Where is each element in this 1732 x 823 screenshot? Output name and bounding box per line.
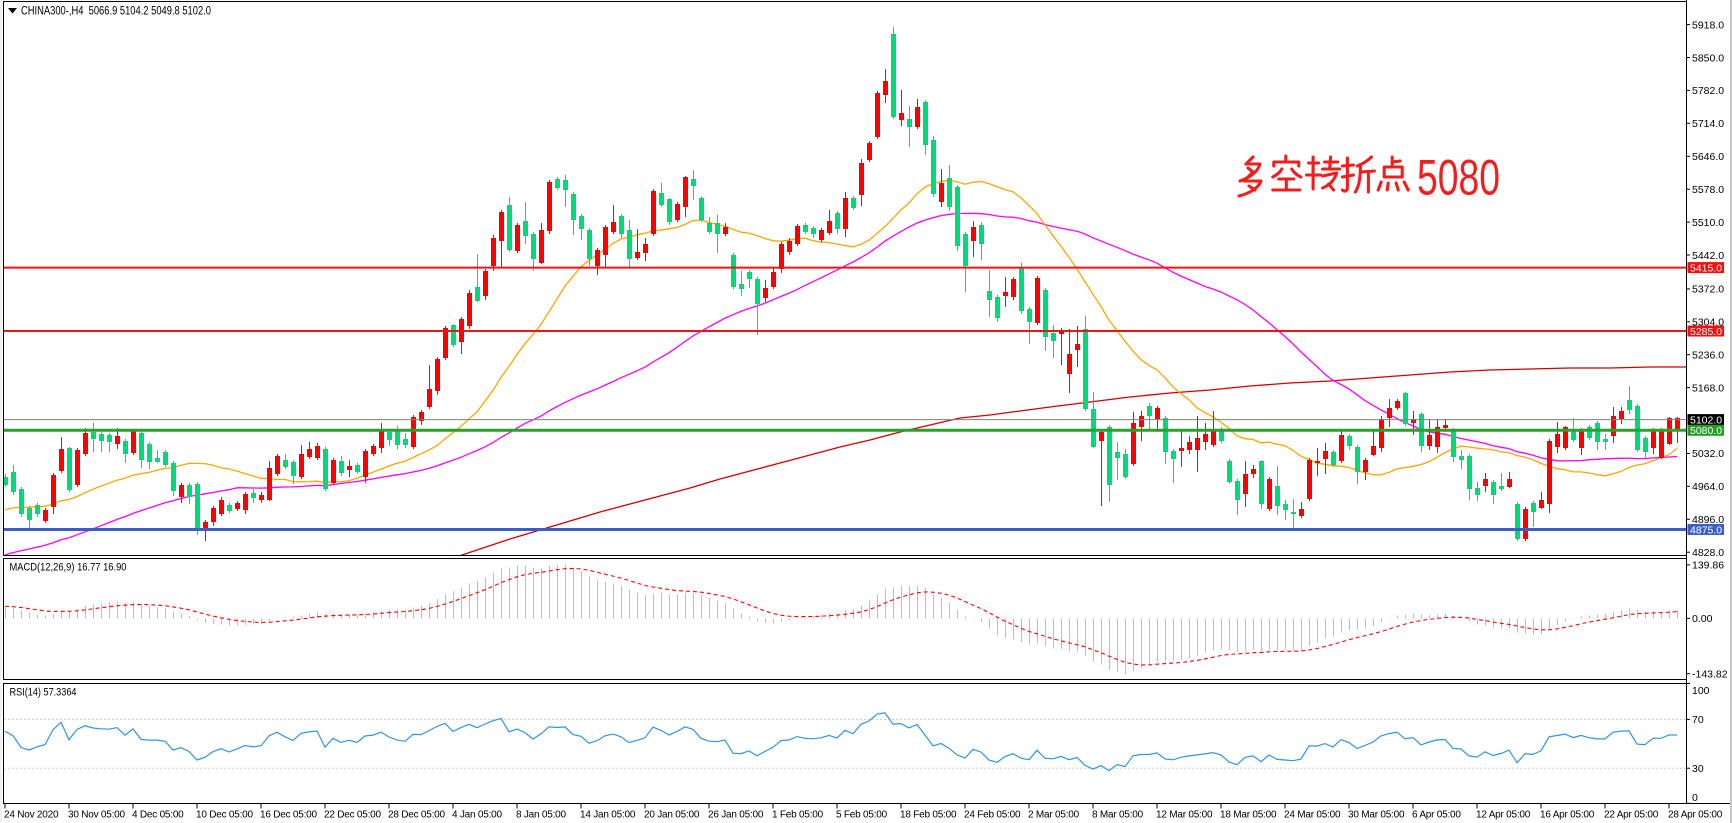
svg-text:5646.0: 5646.0 [1692, 151, 1724, 163]
svg-text:5714.0: 5714.0 [1692, 118, 1724, 130]
svg-text:28 Dec 05:00: 28 Dec 05:00 [388, 810, 446, 821]
svg-text:30: 30 [1692, 763, 1704, 775]
svg-text:-143.82: -143.82 [1692, 669, 1728, 681]
svg-text:70: 70 [1692, 714, 1704, 726]
svg-text:18 Mar 05:00: 18 Mar 05:00 [1220, 810, 1277, 821]
svg-text:5372.0: 5372.0 [1692, 284, 1724, 296]
svg-text:24 Mar 05:00: 24 Mar 05:00 [1284, 810, 1341, 821]
svg-text:5 Feb 05:00: 5 Feb 05:00 [836, 810, 888, 821]
svg-text:5102.0: 5102.0 [1690, 414, 1722, 426]
svg-text:24 Feb 05:00: 24 Feb 05:00 [964, 810, 1021, 821]
svg-text:5080.0: 5080.0 [1690, 425, 1722, 437]
svg-text:5918.0: 5918.0 [1692, 19, 1724, 31]
svg-text:12 Mar 05:00: 12 Mar 05:00 [1156, 810, 1213, 821]
svg-text:5578.0: 5578.0 [1692, 184, 1724, 196]
svg-text:100: 100 [1692, 685, 1710, 697]
svg-text:5442.0: 5442.0 [1692, 250, 1724, 262]
svg-text:5782.0: 5782.0 [1692, 85, 1724, 97]
svg-text:20 Jan 05:00: 20 Jan 05:00 [644, 810, 700, 821]
svg-text:10 Dec 05:00: 10 Dec 05:00 [196, 810, 254, 821]
svg-text:6 Apr 05:00: 6 Apr 05:00 [1412, 810, 1461, 821]
svg-text:5080: 5080 [1417, 150, 1500, 206]
svg-text:22 Dec 05:00: 22 Dec 05:00 [324, 810, 382, 821]
svg-text:139.86: 139.86 [1692, 560, 1724, 572]
svg-text:5236.0: 5236.0 [1692, 350, 1724, 362]
svg-text:5285.0: 5285.0 [1690, 326, 1722, 338]
svg-text:5510.0: 5510.0 [1692, 217, 1724, 229]
svg-text:4964.0: 4964.0 [1692, 481, 1724, 493]
svg-text:16 Apr 05:00: 16 Apr 05:00 [1540, 810, 1595, 821]
svg-text:8 Mar 05:00: 8 Mar 05:00 [1092, 810, 1144, 821]
svg-text:14 Jan 05:00: 14 Jan 05:00 [580, 810, 636, 821]
svg-text:CHINA300-,H4 5066.9 5104.2 50: CHINA300-,H4 5066.9 5104.2 5049.8 5102.0 [21, 6, 211, 18]
svg-text:5850.0: 5850.0 [1692, 52, 1724, 64]
svg-text:4875.0: 4875.0 [1690, 524, 1722, 536]
svg-text:RSI(14) 57.3364: RSI(14) 57.3364 [10, 687, 77, 699]
svg-text:5168.0: 5168.0 [1692, 382, 1724, 394]
svg-text:MACD(12,26,9) 16.77 16.90: MACD(12,26,9) 16.77 16.90 [10, 562, 127, 574]
svg-text:16 Dec 05:00: 16 Dec 05:00 [260, 810, 318, 821]
svg-text:28 Apr 05:00: 28 Apr 05:00 [1668, 810, 1723, 821]
svg-text:1 Feb 05:00: 1 Feb 05:00 [772, 810, 824, 821]
svg-text:0.00: 0.00 [1692, 613, 1713, 625]
svg-text:30 Mar 05:00: 30 Mar 05:00 [1348, 810, 1405, 821]
svg-text:24 Nov 2020: 24 Nov 2020 [4, 810, 59, 821]
svg-text:5032.0: 5032.0 [1692, 448, 1724, 460]
svg-text:18 Feb 05:00: 18 Feb 05:00 [900, 810, 957, 821]
svg-text:0: 0 [1692, 792, 1698, 804]
svg-text:26 Jan 05:00: 26 Jan 05:00 [708, 810, 764, 821]
svg-text:5415.0: 5415.0 [1690, 262, 1722, 274]
svg-text:22 Apr 05:00: 22 Apr 05:00 [1604, 810, 1659, 821]
svg-text:4896.0: 4896.0 [1692, 514, 1724, 526]
svg-text:4 Dec 05:00: 4 Dec 05:00 [132, 810, 184, 821]
svg-text:2 Mar 05:00: 2 Mar 05:00 [1028, 810, 1080, 821]
svg-text:4828.0: 4828.0 [1692, 547, 1724, 559]
svg-text:4 Jan 05:00: 4 Jan 05:00 [452, 810, 503, 821]
svg-text:30 Nov 05:00: 30 Nov 05:00 [68, 810, 126, 821]
svg-text:8 Jan 05:00: 8 Jan 05:00 [516, 810, 567, 821]
svg-text:12 Apr 05:00: 12 Apr 05:00 [1476, 810, 1531, 821]
